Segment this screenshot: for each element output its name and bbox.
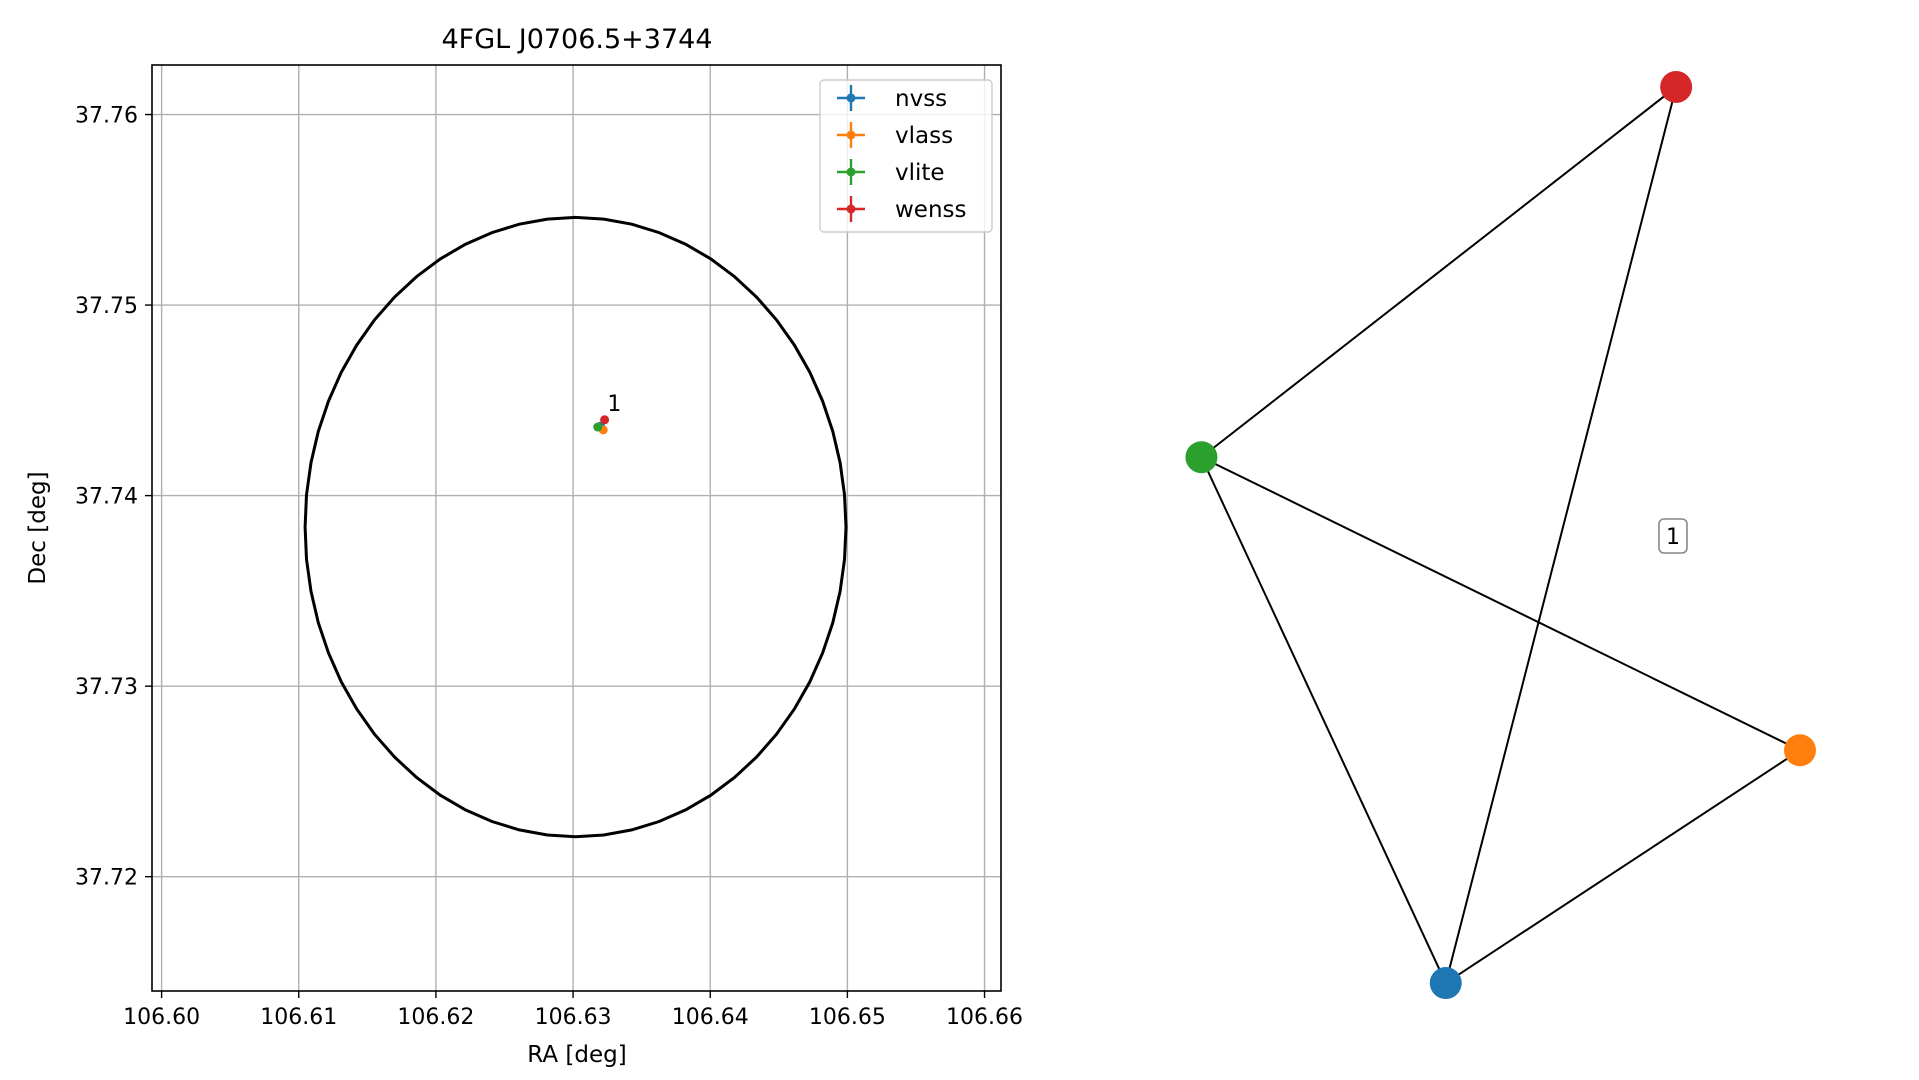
x-tick-label: 106.64	[672, 1005, 749, 1030]
legend-box	[819, 79, 993, 233]
annotations: 1	[607, 392, 621, 417]
x-tick-label: 106.60	[123, 1005, 200, 1030]
node-wenss	[1660, 70, 1693, 103]
y-tick-label: 37.74	[75, 485, 138, 510]
legend-dot-vlass	[846, 130, 856, 140]
scatter-panel: 4FGL J0706.5+3744 1 106.60 106.61 106.62 10…	[25, 24, 1023, 1068]
localization-ellipse	[303, 215, 848, 839]
edge-label-text: 1	[1666, 525, 1680, 550]
y-axis-ticks: 37.72 37.73 37.74 37.75 37.76	[75, 104, 152, 891]
edge-label: 1	[1658, 518, 1688, 554]
x-tick-label: 106.65	[809, 1005, 886, 1030]
axes-frame	[151, 64, 1002, 992]
network-edge-labels: 1	[1658, 518, 1688, 554]
chart-title: 4FGL J0706.5+3744	[441, 24, 712, 55]
network-edges	[1200, 86, 1801, 984]
y-tick-label: 37.75	[75, 294, 138, 319]
edge-vlite-wenss	[1200, 86, 1677, 459]
edge-vlite-vlass	[1201, 456, 1801, 752]
y-tick-label: 37.76	[75, 104, 138, 129]
legend-dot-nvss	[846, 93, 856, 103]
point-wenss	[600, 415, 610, 425]
network-panel: 1	[1185, 70, 1816, 1000]
node-vlite	[1185, 441, 1218, 474]
legend: nvss vlass vlite wenss	[819, 79, 993, 233]
legend-dot-vlite	[846, 167, 856, 177]
legend-label-vlite: vlite	[895, 160, 945, 186]
legend-label-vlass: vlass	[895, 123, 953, 149]
x-tick-label: 106.63	[535, 1005, 612, 1030]
point-vlite	[593, 422, 603, 432]
edge-label-box	[1658, 518, 1688, 554]
node-nvss	[1429, 967, 1462, 1000]
x-axis-label: RA [deg]	[527, 1042, 626, 1068]
edge-nvss-wenss	[1444, 86, 1678, 984]
y-axis-label: Dec [deg]	[25, 471, 51, 584]
edge-vlite-nvss	[1200, 456, 1447, 984]
legend-dot-wenss	[846, 204, 856, 214]
error-ellipse	[303, 215, 848, 839]
data-points	[593, 415, 610, 435]
edge-nvss-vlass	[1445, 749, 1801, 984]
y-tick-label: 37.73	[75, 675, 138, 700]
legend-label-wenss: wenss	[895, 197, 967, 223]
x-axis-ticks: 106.60 106.61 106.62 106.63 106.64 106.65 106.…	[123, 991, 1023, 1030]
x-tick-label: 106.61	[260, 1005, 337, 1030]
x-tick-label: 106.62	[397, 1005, 474, 1030]
point-annotation: 1	[607, 392, 621, 417]
x-tick-label: 106.66	[946, 1005, 1023, 1030]
legend-label-nvss: nvss	[895, 86, 947, 112]
node-vlass	[1784, 734, 1816, 767]
y-tick-label: 37.72	[75, 866, 138, 891]
network-nodes	[1185, 70, 1816, 1000]
